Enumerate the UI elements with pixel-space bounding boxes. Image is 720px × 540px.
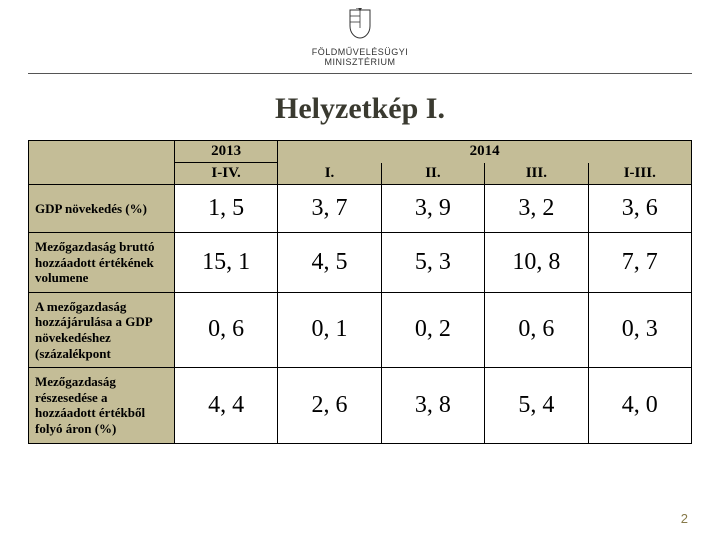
- cell: 1, 5: [174, 185, 277, 233]
- header-2013-year: 2013: [174, 141, 277, 163]
- cell: 0, 1: [278, 292, 381, 367]
- cell: 3, 6: [588, 185, 691, 233]
- row-label: GDP növekedés (%): [29, 185, 175, 233]
- cell: 0, 6: [174, 292, 277, 367]
- data-table: 2013 2014 I-IV. I. II. III. I-III. GDP n…: [28, 140, 692, 444]
- header-sub-0: I.: [278, 163, 381, 185]
- cell: 0, 6: [485, 292, 588, 367]
- cell: 4, 4: [174, 368, 277, 443]
- ministry-line1: FÖLDMŰVELÉSÜGYI: [312, 47, 409, 57]
- cell: 3, 7: [278, 185, 381, 233]
- header-sub-1: II.: [381, 163, 484, 185]
- header-2013-period: I-IV.: [174, 163, 277, 185]
- row-label: Mezőgazdaság bruttó hozzáadott értékének…: [29, 233, 175, 293]
- header-divider: [28, 73, 692, 74]
- cell: 0, 2: [381, 292, 484, 367]
- row-label: A mezőgazdaság hozzájárulása a GDP növek…: [29, 292, 175, 367]
- cell: 15, 1: [174, 233, 277, 293]
- table-row: GDP növekedés (%) 1, 5 3, 7 3, 9 3, 2 3,…: [29, 185, 692, 233]
- cell: 0, 3: [588, 292, 691, 367]
- header-2014-group: 2014: [278, 141, 692, 163]
- cell: 4, 5: [278, 233, 381, 293]
- cell: 2, 6: [278, 368, 381, 443]
- cell: 3, 9: [381, 185, 484, 233]
- slide-header: FÖLDMŰVELÉSÜGYI MINISZTÉRIUM: [0, 0, 720, 67]
- cell: 3, 8: [381, 368, 484, 443]
- header-corner: [29, 141, 175, 185]
- row-label: Mezőgazdaság részesedése a hozzáadott ér…: [29, 368, 175, 443]
- page-number: 2: [681, 511, 688, 526]
- header-sub-3: I-III.: [588, 163, 691, 185]
- header-sub-2: III.: [485, 163, 588, 185]
- ministry-line2: MINISZTÉRIUM: [325, 57, 396, 67]
- cell: 10, 8: [485, 233, 588, 293]
- cell: 4, 0: [588, 368, 691, 443]
- table-row: A mezőgazdaság hozzájárulása a GDP növek…: [29, 292, 692, 367]
- table-body: GDP növekedés (%) 1, 5 3, 7 3, 9 3, 2 3,…: [29, 185, 692, 444]
- coat-of-arms-icon: [348, 8, 372, 40]
- cell: 3, 2: [485, 185, 588, 233]
- ministry-name: FÖLDMŰVELÉSÜGYI MINISZTÉRIUM: [0, 47, 720, 67]
- table-row: Mezőgazdaság bruttó hozzáadott értékének…: [29, 233, 692, 293]
- page-title: Helyzetkép I.: [0, 92, 720, 126]
- cell: 5, 3: [381, 233, 484, 293]
- cell: 7, 7: [588, 233, 691, 293]
- data-table-container: 2013 2014 I-IV. I. II. III. I-III. GDP n…: [28, 140, 692, 444]
- table-row: Mezőgazdaság részesedése a hozzáadott ér…: [29, 368, 692, 443]
- cell: 5, 4: [485, 368, 588, 443]
